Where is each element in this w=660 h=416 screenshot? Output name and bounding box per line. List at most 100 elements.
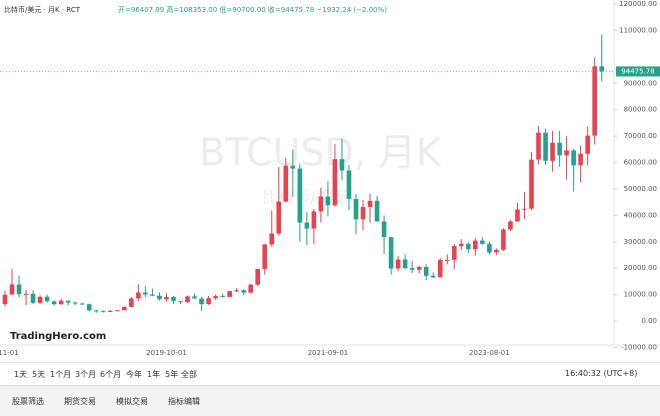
range-button[interactable]: 1年: [147, 370, 161, 379]
candle-body: [346, 170, 352, 200]
y-tick-label: -10000.00: [621, 344, 657, 352]
candle-body: [220, 296, 225, 298]
candle-body: [416, 266, 422, 270]
candle-body: [9, 284, 15, 295]
candle-body: [297, 168, 303, 223]
candle-body: [255, 269, 261, 285]
range-button[interactable]: 全部: [181, 370, 197, 379]
candle-body: [108, 310, 113, 312]
candle-body: [100, 311, 106, 313]
x-tick-label: 2023-08-01: [469, 349, 510, 357]
candle-body: [199, 298, 204, 305]
candle-body: [332, 159, 338, 206]
candle-body: [185, 296, 190, 303]
toolbar: 1天 5天 1个月 3个月 6个月 今年 1年 5年 全部 16:40:32 (UTC+8): [0, 362, 660, 385]
logo: TradingHero.com: [10, 331, 106, 342]
tab[interactable]: 模拟交易: [116, 397, 148, 406]
candle-body: [283, 165, 289, 202]
candle-body: [262, 244, 268, 270]
candle-body: [23, 293, 29, 295]
range-button[interactable]: 1个月: [50, 370, 72, 379]
candle-body: [473, 240, 478, 250]
candle-body: [395, 259, 401, 269]
candle-body: [227, 291, 232, 297]
y-tick-label: 10000.00: [624, 291, 657, 299]
candle-body: [550, 142, 555, 161]
candle-body: [585, 135, 590, 154]
last-price-box: [616, 66, 660, 77]
candle-body: [409, 268, 415, 270]
y-tick-label: 0.00: [641, 317, 657, 325]
candle-body: [206, 298, 211, 305]
tab[interactable]: 期货交易: [64, 397, 96, 406]
candle-body: [360, 206, 366, 220]
candle-body: [2, 294, 8, 305]
tab[interactable]: 指标编辑: [168, 397, 200, 406]
y-tick-label: 30000.00: [624, 238, 657, 246]
candle-body: [522, 208, 527, 210]
y-tick-label: 70000.00: [624, 132, 657, 140]
candle-body: [444, 259, 450, 261]
candle-body: [150, 294, 155, 296]
candle-body: [213, 296, 218, 299]
candle-body: [86, 304, 92, 311]
last-price-label: 94475.78: [621, 67, 654, 75]
candle-body: [402, 259, 408, 269]
candle-body: [508, 221, 513, 230]
symbol: 比特币/美元 · 月K · RCT: [4, 5, 81, 14]
candle-body: [115, 310, 120, 312]
candle-body: [290, 165, 296, 169]
candle-body: [93, 310, 99, 312]
watermark-title: BTCUSD, 月K: [199, 131, 442, 175]
candle-body: [30, 293, 36, 303]
candle-body: [529, 159, 534, 209]
candle-body: [325, 196, 331, 206]
candle-body: [304, 222, 310, 229]
tab[interactable]: 股票筛选: [12, 397, 44, 406]
candle-body: [536, 132, 541, 160]
candle-body: [79, 303, 85, 305]
ohlc-legend: 开=96407.99 高=108353.00 低=90700.00 收=9447…: [118, 5, 387, 14]
candle-body: [367, 200, 373, 207]
candle-body: [58, 300, 64, 305]
candle-body: [599, 66, 604, 72]
candle-body: [136, 292, 141, 299]
x-tick-label: 2021-09-01: [308, 349, 349, 357]
y-tick-label: 50000.00: [624, 185, 657, 193]
candle-body: [459, 243, 464, 246]
candle-body: [451, 245, 457, 260]
range-button[interactable]: 今年: [126, 370, 142, 379]
range-button[interactable]: 6个月: [100, 370, 122, 379]
candle-body: [122, 306, 127, 311]
x-tick-label: 7-11-01: [0, 349, 19, 357]
clock: 16:40:32 (UTC+8): [565, 369, 638, 378]
candle-body: [494, 249, 499, 253]
candle-body: [466, 243, 471, 250]
y-tick-label: 110000.00: [619, 26, 657, 34]
range-button[interactable]: 1天: [14, 370, 28, 379]
candle-body: [571, 150, 576, 166]
y-tick-label: 40000.00: [624, 211, 657, 219]
candle-body: [234, 290, 239, 292]
candle-body: [501, 229, 506, 250]
candle-body: [311, 211, 317, 229]
candle-body: [65, 300, 71, 303]
range-button[interactable]: 5天: [32, 370, 46, 379]
candle-body: [437, 259, 443, 278]
candle-body: [72, 302, 78, 304]
candle-body: [564, 150, 569, 156]
range-button[interactable]: 5年: [165, 370, 179, 379]
candle-body: [318, 196, 324, 212]
candle-body: [339, 159, 345, 171]
candle-body: [592, 66, 597, 136]
candle-body: [578, 153, 583, 166]
candle-body: [171, 296, 176, 302]
candle-body: [353, 199, 359, 220]
candle-body: [44, 296, 50, 302]
range-button[interactable]: 3个月: [75, 370, 97, 379]
candle-body: [16, 284, 22, 295]
candle-body: [143, 292, 148, 295]
candle-body: [51, 301, 57, 305]
candle-body: [178, 301, 183, 303]
